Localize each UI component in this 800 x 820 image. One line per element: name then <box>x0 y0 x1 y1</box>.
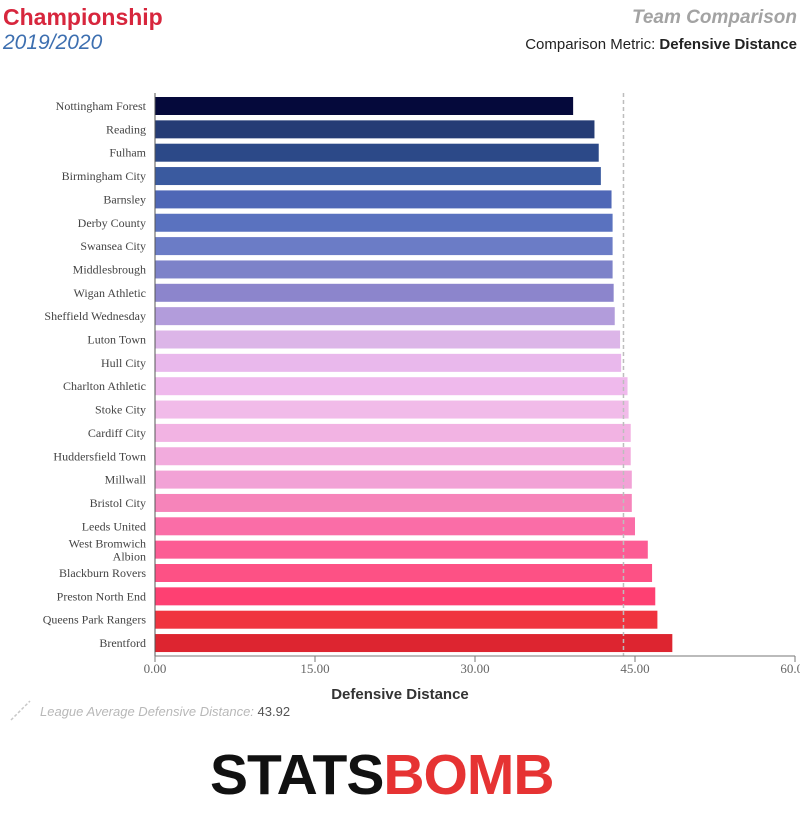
competition-title: Championship <box>3 4 163 30</box>
bar <box>155 517 635 536</box>
x-tick-label: 15.00 <box>300 661 329 676</box>
bar-chart: Nottingham Forest Reading Fulham Birmingham… <box>43 93 800 700</box>
bar <box>155 97 574 115</box>
bar <box>155 143 599 162</box>
average-legend: League Average Defensive Distance: 43.92 <box>40 704 290 719</box>
bar <box>155 330 621 349</box>
bar <box>155 283 614 302</box>
metric-line: Comparison Metric: Defensive Distance <box>525 36 797 53</box>
bar <box>155 167 601 186</box>
dashed-line-icon <box>10 700 31 721</box>
bar <box>155 190 612 209</box>
bar <box>155 237 613 256</box>
team-label: Luton Town <box>87 333 146 347</box>
metric-label: Comparison Metric: <box>525 36 656 53</box>
team-label: Sheffield Wednesday <box>44 309 146 323</box>
team-label: Derby County <box>78 216 146 230</box>
average-legend-label: League Average Defensive Distance: <box>40 704 254 719</box>
bar <box>155 377 628 396</box>
x-tick-label: 0.00 <box>144 661 167 676</box>
logo-part-1: STATS <box>210 743 384 807</box>
bar <box>155 470 632 489</box>
bar <box>155 120 595 139</box>
bar <box>155 564 653 582</box>
team-label: Fulham <box>109 146 146 160</box>
bar <box>155 540 648 559</box>
team-label: Bristol City <box>90 496 146 510</box>
bar <box>155 260 613 279</box>
team-label: Queens Park Rangers <box>43 613 147 627</box>
x-tick-label: 30.00 <box>460 661 489 676</box>
bar <box>155 213 613 232</box>
bar <box>155 353 622 372</box>
bar <box>155 610 658 629</box>
team-label: Huddersfield Town <box>53 449 146 463</box>
bar <box>155 587 656 606</box>
x-tick-label: 60.00 <box>780 661 800 676</box>
bar <box>155 634 673 653</box>
team-label: Brentford <box>99 636 146 650</box>
team-label: Cardiff City <box>88 426 146 440</box>
team-label: Barnsley <box>103 192 146 206</box>
team-label: Nottingham Forest <box>56 99 147 113</box>
season-label: 2019/2020 <box>3 31 103 54</box>
bar <box>155 307 615 326</box>
x-axis-label: Defensive Distance <box>331 686 469 700</box>
bar <box>155 400 629 419</box>
team-label: Charlton Athletic <box>63 379 146 393</box>
metric-value: Defensive Distance <box>659 36 797 53</box>
average-legend-value: 43.92 <box>257 704 291 719</box>
bar <box>155 447 631 466</box>
bar <box>155 423 631 442</box>
team-label: Hull City <box>101 356 146 370</box>
team-label: West Bromwich <box>69 537 146 551</box>
team-label: Birmingham City <box>62 169 146 183</box>
chart-title: Team Comparison <box>631 7 797 28</box>
team-label: Middlesbrough <box>73 262 146 276</box>
team-label: Leeds United <box>82 519 146 533</box>
bar <box>155 493 632 512</box>
statsbomb-logo: STATSBOMB <box>210 745 600 805</box>
team-label: Preston North End <box>57 589 146 603</box>
team-label: Blackburn Rovers <box>59 566 146 580</box>
team-label: Reading <box>106 122 146 136</box>
team-label: Albion <box>113 550 146 564</box>
team-label: Swansea City <box>80 239 146 253</box>
team-label: Wigan Athletic <box>74 286 147 300</box>
logo-part-2: BOMB <box>383 743 554 807</box>
team-label: Stoke City <box>95 403 146 417</box>
x-tick-label: 45.00 <box>620 661 649 676</box>
team-label: Millwall <box>105 473 147 487</box>
